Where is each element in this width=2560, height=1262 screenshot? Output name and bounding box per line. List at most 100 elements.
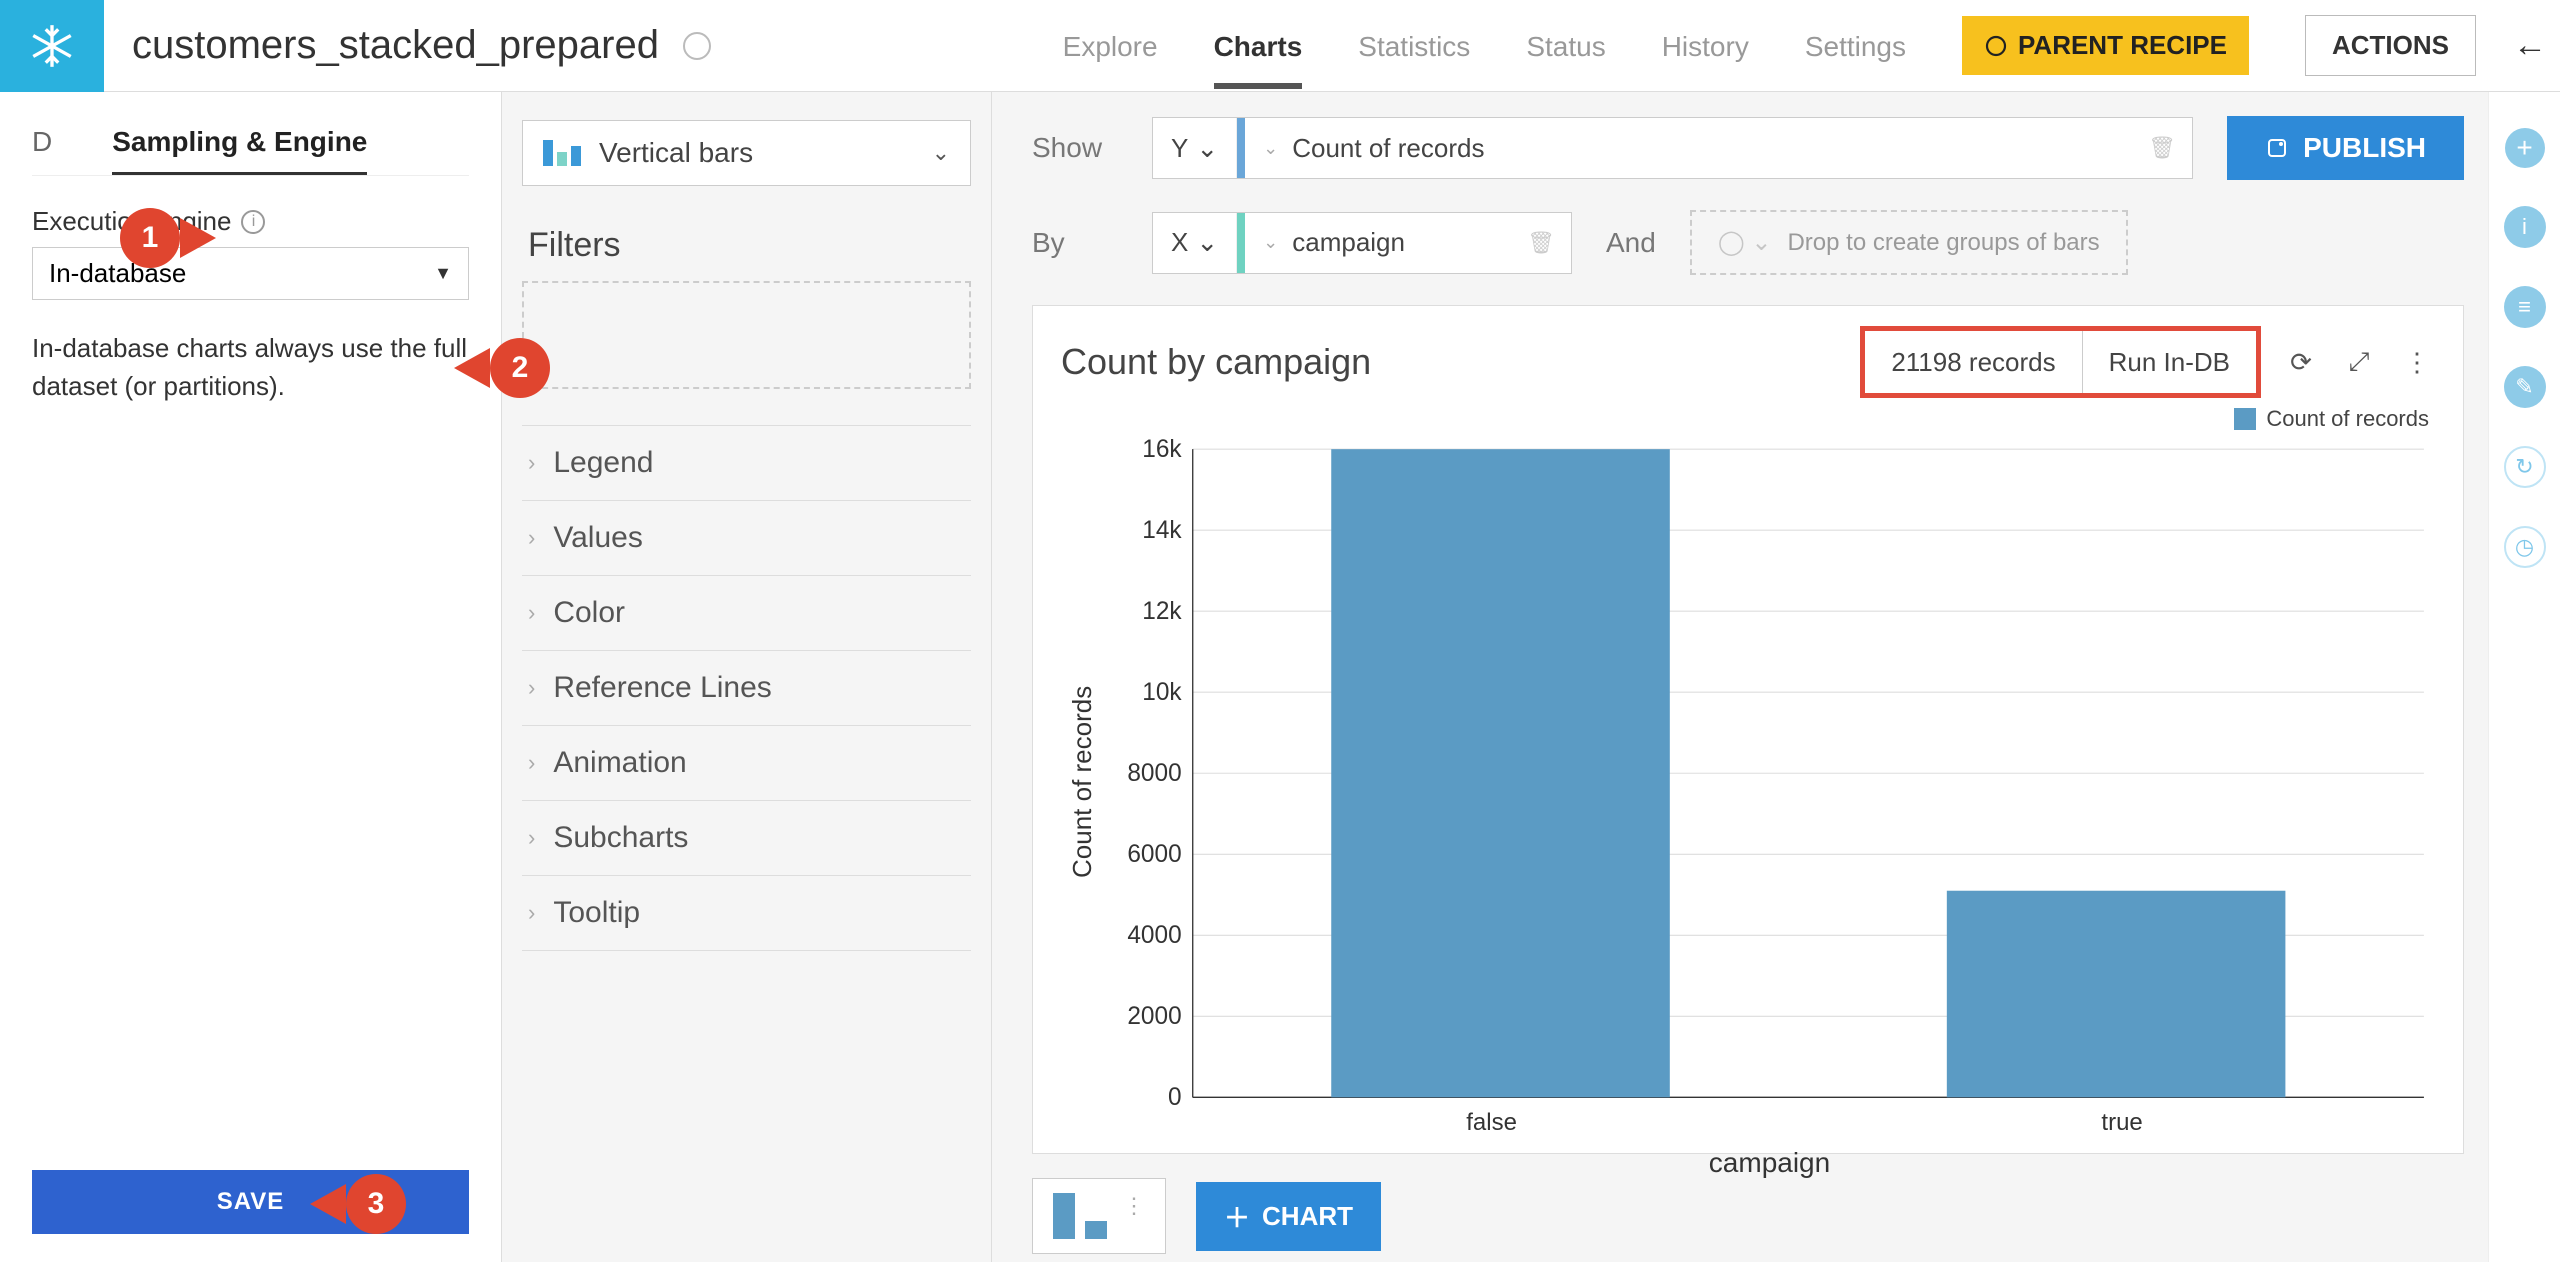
logo-tile[interactable] [0, 0, 104, 92]
svg-text:16k: 16k [1142, 438, 1182, 463]
legend-swatch [2234, 408, 2256, 430]
rail-plus-icon[interactable]: + [2505, 128, 2545, 168]
parent-recipe-button[interactable]: PARENT RECIPE [1962, 16, 2249, 75]
tab-statistics[interactable]: Statistics [1358, 3, 1470, 89]
y-axis-tag[interactable]: Y ⌄ [1153, 118, 1237, 178]
actions-label: ACTIONS [2332, 30, 2449, 60]
callout-1-num: 1 [142, 221, 159, 255]
x-dimension-pill[interactable]: X ⌄ ⌄campaign 🗑 [1152, 212, 1572, 274]
topbar: customers_stacked_prepared Explore Chart… [0, 0, 2560, 92]
chevron-right-icon: › [528, 450, 535, 476]
chevron-right-icon: › [528, 825, 535, 851]
droplet-icon: ◯ ⌄ [1718, 228, 1772, 257]
acc-values-label: Values [553, 521, 643, 555]
engine-select[interactable]: In-database ▼ [32, 247, 469, 300]
x-axis-tag[interactable]: X ⌄ [1153, 213, 1237, 273]
acc-subcharts-label: Subcharts [553, 821, 688, 855]
svg-text:4000: 4000 [1127, 922, 1181, 949]
chevron-right-icon: › [528, 525, 535, 551]
rail-list-icon[interactable]: ≡ [2504, 286, 2546, 328]
callout-2-num: 2 [512, 351, 529, 385]
x-color-strip [1237, 213, 1245, 273]
run-in-db-label: Run In-DB [2109, 347, 2230, 378]
fullscreen-icon[interactable]: ⤢ [2341, 344, 2377, 380]
config-accordion: ›Legend ›Values ›Color ›Reference Lines … [522, 425, 971, 951]
back-arrow-icon[interactable]: ← [2500, 26, 2560, 65]
dataset-status-icon[interactable] [683, 32, 711, 60]
publish-label: PUBLISH [2303, 132, 2426, 164]
left-panel: D Sampling & Engine Execution engine i I… [0, 92, 502, 1262]
rail-info-icon[interactable]: i [2504, 206, 2546, 248]
by-label: By [1032, 227, 1118, 259]
acc-reference-lines[interactable]: ›Reference Lines [522, 651, 971, 726]
publish-button[interactable]: PUBLISH [2227, 116, 2464, 180]
chart-card: Count by campaign 21198 records Run In-D… [1032, 305, 2464, 1154]
chevron-right-icon: › [528, 750, 535, 776]
publish-icon [2265, 136, 2289, 160]
run-in-db-button[interactable]: Run In-DB [2083, 331, 2256, 393]
tab-charts[interactable]: Charts [1214, 3, 1303, 89]
acc-color-label: Color [553, 596, 625, 630]
y-metric-pill[interactable]: Y ⌄ ⌄ Count of records 🗑 [1152, 117, 2193, 179]
trash-icon[interactable]: 🗑 [2132, 135, 2192, 161]
acc-values[interactable]: › Values [522, 501, 971, 576]
acc-color[interactable]: ›Color [522, 576, 971, 651]
chart-plot: 0200040006000800010k12k14k16k [1104, 438, 2435, 1109]
snowflake-icon [27, 21, 77, 71]
more-icon[interactable]: ⋮ [2399, 344, 2435, 380]
subtab-d[interactable]: D [32, 112, 52, 175]
x-category-labels: falsetrue [1104, 1109, 2435, 1137]
tab-status[interactable]: Status [1526, 3, 1605, 89]
filters-title: Filters [528, 226, 971, 265]
subtab-sampling-engine[interactable]: Sampling & Engine [112, 112, 367, 175]
filters-drop-zone[interactable] [522, 281, 971, 389]
svg-text:10k: 10k [1142, 679, 1182, 706]
rail-clock-icon[interactable]: ◷ [2504, 526, 2546, 568]
acc-tooltip-label: Tooltip [553, 896, 640, 930]
group-drop-zone[interactable]: ◯ ⌄ Drop to create groups of bars [1690, 210, 2128, 275]
y-tag-text: Y [1171, 133, 1188, 164]
actions-button[interactable]: ACTIONS [2305, 15, 2476, 76]
svg-text:2000: 2000 [1127, 1003, 1181, 1030]
callout-3: 3 [346, 1174, 406, 1234]
tab-history[interactable]: History [1662, 3, 1749, 89]
vertical-bars-icon [543, 140, 581, 166]
show-label: Show [1032, 132, 1118, 164]
more-icon[interactable]: ⋮ [1123, 1193, 1145, 1219]
rail-history-icon[interactable]: ↻ [2504, 446, 2546, 488]
chart-title: Count by campaign [1061, 341, 1371, 383]
caret-down-icon: ▼ [434, 263, 452, 284]
acc-legend-label: Legend [553, 446, 653, 480]
callout-1: 1 [120, 208, 180, 268]
records-count: 21198 records [1865, 331, 2082, 393]
x-tag-text: X [1171, 227, 1188, 258]
refresh-icon[interactable]: ⟳ [2283, 344, 2319, 380]
chart-toolbar: 21198 records Run In-DB ⟳ ⤢ ⋮ [1860, 326, 2435, 398]
tab-settings[interactable]: Settings [1805, 3, 1906, 89]
chevron-down-icon: ⌄ [1196, 133, 1218, 164]
right-rail: + i ≡ ✎ ↻ ◷ [2488, 92, 2560, 1262]
trash-icon[interactable]: 🗑 [1511, 230, 1571, 256]
chevron-right-icon: › [528, 675, 535, 701]
add-chart-button[interactable]: ＋ CHART [1196, 1182, 1381, 1251]
chevron-down-icon: ⌄ [1263, 138, 1278, 159]
acc-subcharts[interactable]: › Subcharts [522, 801, 971, 876]
y-metric-text: Count of records [1292, 133, 1484, 164]
rail-chat-icon[interactable]: ✎ [2504, 366, 2546, 408]
acc-animation[interactable]: ›Animation [522, 726, 971, 801]
info-icon[interactable]: i [241, 210, 265, 234]
chart-thumbnail[interactable]: ⋮ [1032, 1178, 1166, 1254]
acc-tooltip[interactable]: ›Tooltip [522, 876, 971, 951]
tab-explore[interactable]: Explore [1063, 3, 1158, 89]
chart-type-select[interactable]: Vertical bars ⌄ [522, 120, 971, 186]
y-axis-title: Count of records [1061, 438, 1104, 1125]
show-row: Show Y ⌄ ⌄ Count of records 🗑 PUBLISH [1032, 116, 2464, 180]
group-placeholder: Drop to create groups of bars [1787, 229, 2099, 257]
save-label: SAVE [217, 1188, 285, 1216]
add-chart-label: CHART [1262, 1201, 1353, 1232]
chevron-down-icon: ⌄ [1196, 227, 1218, 258]
chart-header: Count by campaign 21198 records Run In-D… [1061, 326, 2435, 398]
svg-text:6000: 6000 [1127, 841, 1181, 868]
svg-text:14k: 14k [1142, 517, 1182, 544]
acc-legend[interactable]: › Legend [522, 426, 971, 501]
